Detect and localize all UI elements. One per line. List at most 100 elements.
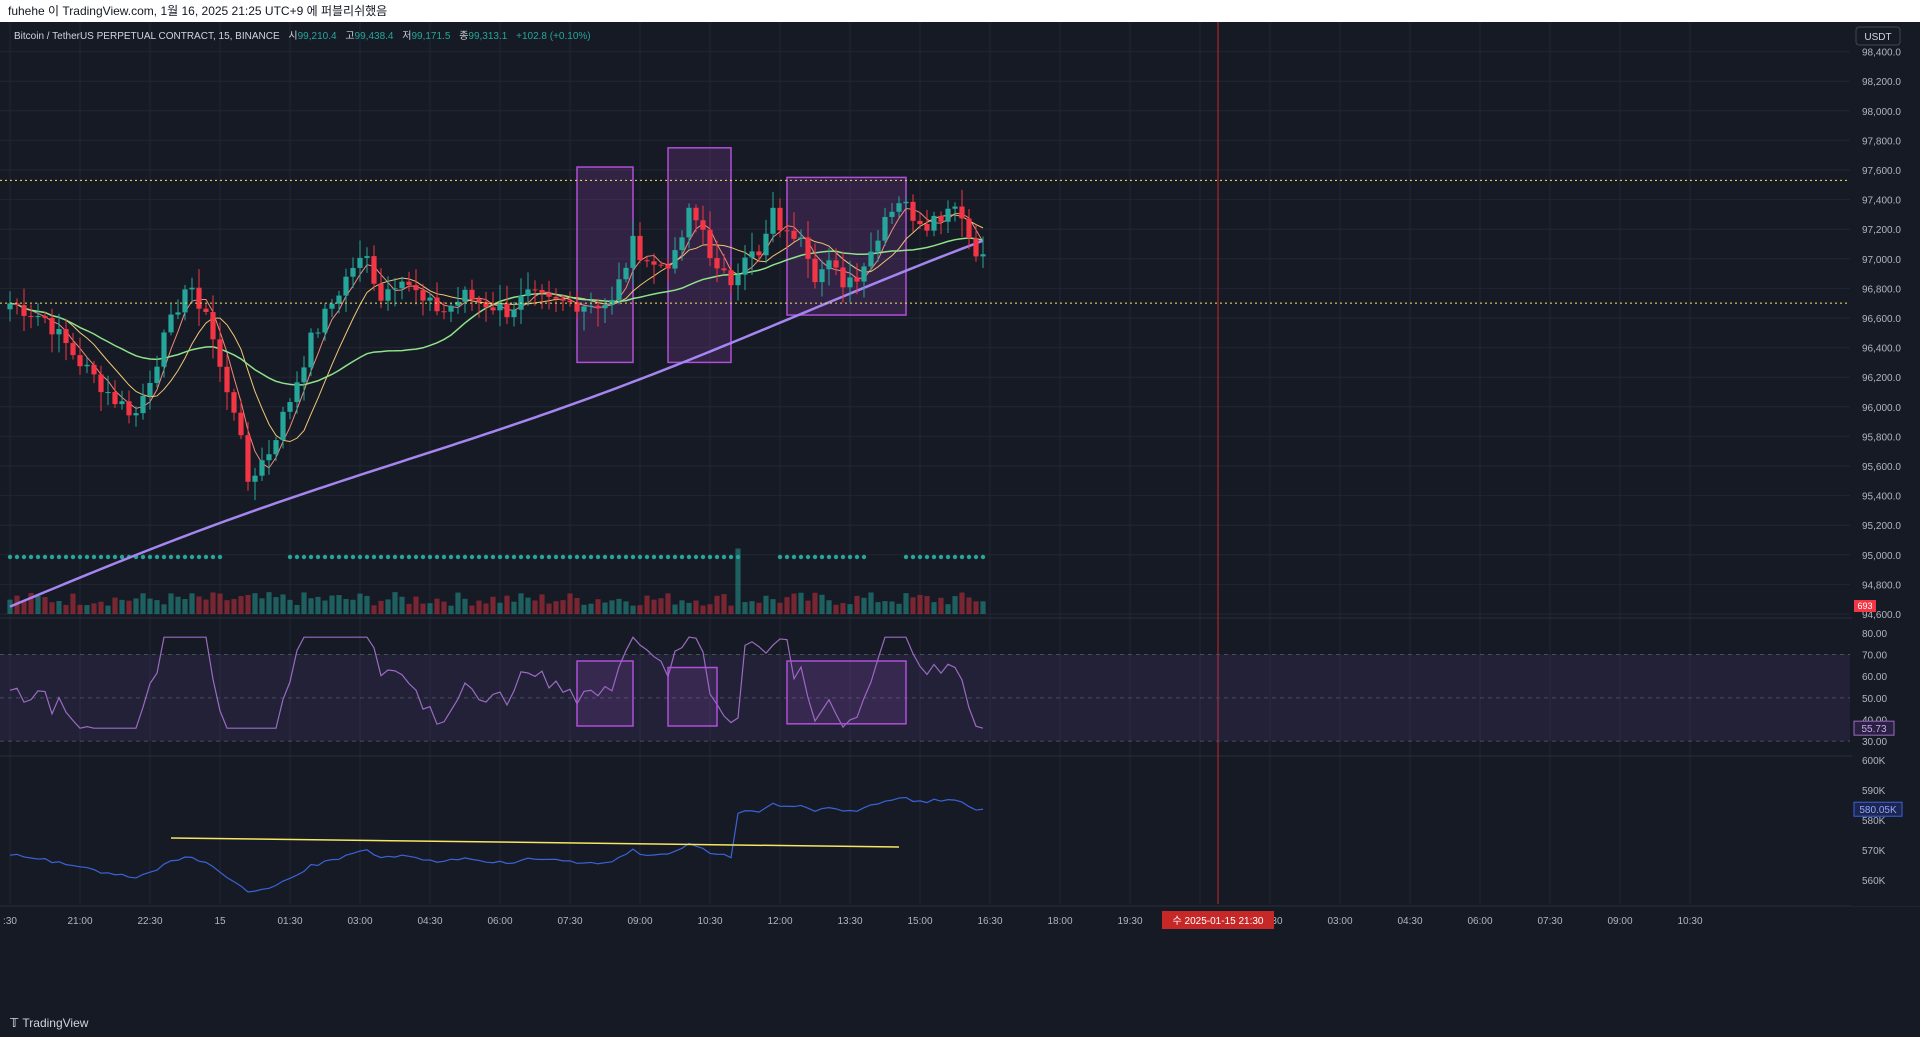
candle-body: [28, 315, 34, 317]
candle-body: [896, 203, 902, 212]
volume-bar: [616, 598, 622, 614]
time-tick-label: 15: [214, 916, 226, 927]
candle-body: [483, 301, 489, 308]
signal-dot: [525, 554, 531, 560]
signal-dot: [21, 554, 27, 560]
signal-dot: [462, 554, 468, 560]
volume-bar: [749, 601, 755, 614]
axis-tick-label: 560K: [1862, 876, 1886, 887]
time-tick-label: 04:30: [417, 916, 442, 927]
candle-body: [903, 201, 909, 204]
volume-bar: [735, 548, 741, 614]
volume-bar: [196, 596, 202, 614]
volume-bar: [42, 597, 48, 614]
volume-bar: [231, 599, 237, 614]
volume-bar: [224, 600, 230, 614]
volume-bar: [889, 601, 895, 614]
candle-body: [154, 366, 160, 383]
signal-dot: [567, 554, 573, 560]
signal-dot: [847, 554, 853, 560]
axis-tick-label: 95,400.0: [1862, 492, 1901, 503]
candle-body: [77, 355, 83, 367]
time-tick-label: 10:30: [697, 916, 722, 927]
volume-bar: [938, 597, 944, 614]
volume-bar: [252, 593, 258, 614]
signal-dot: [301, 554, 307, 560]
volume-bar: [161, 604, 167, 614]
volume-bar: [427, 603, 433, 614]
signal-dot: [805, 554, 811, 560]
trading-chart[interactable]: 97,530.296,700.1 98,400.098,200.098,000.…: [0, 22, 1920, 1010]
candle-body: [700, 220, 706, 230]
candle-body: [14, 303, 20, 306]
signal-dot: [784, 554, 790, 560]
candle-body: [217, 339, 223, 367]
axis-tick-label: 95,200.0: [1862, 521, 1901, 532]
volume-bar: [273, 597, 279, 614]
candle-body: [140, 395, 146, 414]
candle-body: [553, 296, 559, 299]
volume-bar: [210, 592, 216, 614]
obv-last-label: 580.05K: [1859, 805, 1897, 816]
candle-body: [658, 264, 664, 266]
signal-dot: [77, 554, 83, 560]
candle-body: [203, 308, 209, 313]
signal-dot: [553, 554, 559, 560]
rsi-band: [0, 654, 1850, 742]
volume-bar: [413, 596, 419, 614]
moving-average-line: [9, 207, 984, 469]
candle-body: [147, 382, 153, 396]
volume-bar: [315, 596, 321, 614]
volume-bar: [329, 595, 335, 614]
candle-body: [539, 289, 545, 294]
price-highlight-box: [667, 147, 732, 364]
candle-body: [952, 206, 958, 209]
signal-dot: [63, 554, 69, 560]
time-tick-label: 16:30: [977, 916, 1002, 927]
signal-dot: [798, 554, 804, 560]
signal-dot: [546, 554, 552, 560]
candle-body: [287, 402, 293, 412]
volume-bar: [112, 597, 118, 614]
signal-dot: [315, 554, 321, 560]
volume-bar: [504, 595, 510, 614]
signal-dot: [595, 554, 601, 560]
volume-bar: [546, 603, 552, 614]
svg-text:Bitcoin / TetherUS PERPETUAL C: Bitcoin / TetherUS PERPETUAL CONTRACT, 1…: [14, 30, 591, 42]
volume-bar: [798, 592, 804, 614]
volume-bar: [119, 599, 125, 614]
currency-badge[interactable]: USDT: [1855, 26, 1901, 46]
signal-dot: [714, 554, 720, 560]
rsi-highlight-box: [576, 660, 634, 727]
signal-dot: [651, 554, 657, 560]
candle-body: [805, 237, 811, 259]
candle-body: [294, 382, 300, 403]
candle-body: [399, 281, 405, 289]
signal-dot: [84, 554, 90, 560]
volume-bar: [959, 592, 965, 614]
axis-tick-label: 94,800.0: [1862, 580, 1901, 591]
signal-dot: [574, 554, 580, 560]
volume-bar: [707, 604, 713, 614]
currency-label: USDT: [1864, 32, 1891, 43]
chart-background: [0, 22, 1920, 1010]
candle-body: [945, 208, 951, 222]
price-axis: 98,400.0 98,200.0 98,000.0 97,800.0 97,600.0…: [1852, 22, 1920, 906]
tradingview-logo[interactable]: 𝕋 TradingView: [10, 1016, 88, 1030]
candle-body: [714, 258, 720, 269]
volume-last-label: 693: [1857, 601, 1872, 611]
publish-bar: fuhehe 이 TradingView.com, 1월 16, 2025 21…: [0, 0, 1920, 22]
signal-dot: [140, 554, 146, 560]
volume-bar: [245, 594, 251, 614]
signal-dot: [329, 554, 335, 560]
candle-body: [756, 251, 762, 256]
volume-bar: [343, 598, 349, 614]
axis-tick-label: 96,000.0: [1862, 403, 1901, 414]
candle-body: [168, 314, 174, 333]
candle-body: [623, 267, 629, 280]
signal-dot: [441, 554, 447, 560]
volume-bar: [868, 592, 874, 614]
candle-body: [21, 305, 27, 316]
candle-body: [602, 305, 608, 309]
volume-bar: [651, 599, 657, 614]
